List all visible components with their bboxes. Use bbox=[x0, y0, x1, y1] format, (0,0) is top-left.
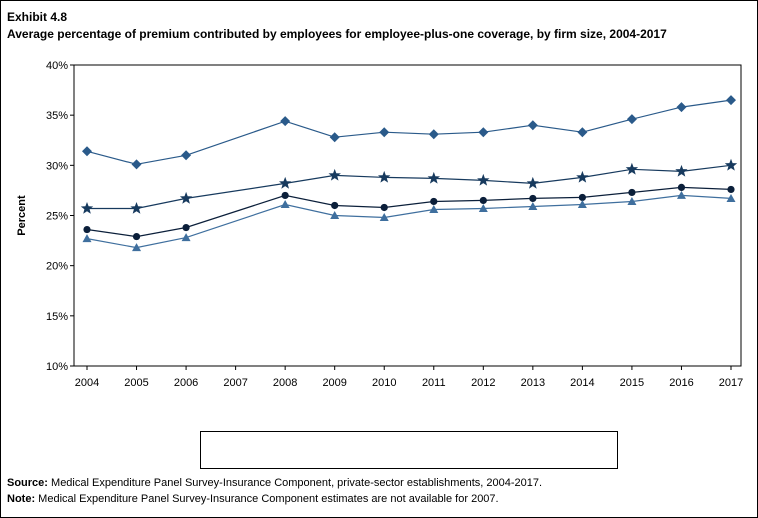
x-tick-label: 2007 bbox=[223, 377, 247, 389]
data-point bbox=[279, 176, 292, 189]
data-point bbox=[280, 199, 290, 208]
data-point bbox=[331, 201, 339, 210]
data-point bbox=[181, 233, 191, 242]
data-point bbox=[727, 185, 735, 194]
y-tick-label: 35% bbox=[46, 110, 68, 122]
data-point bbox=[528, 201, 538, 210]
note: Note: Medical Expenditure Panel Survey-I… bbox=[7, 493, 499, 505]
y-tick-label: 30% bbox=[46, 160, 68, 172]
y-tick-label: 10% bbox=[46, 361, 68, 373]
data-point bbox=[478, 203, 488, 212]
data-point bbox=[527, 120, 538, 131]
source-note: Source: Medical Expenditure Panel Survey… bbox=[7, 477, 542, 489]
y-tick-label: 15% bbox=[46, 311, 68, 323]
data-point bbox=[330, 211, 340, 219]
data-point bbox=[676, 102, 687, 113]
data-point bbox=[675, 164, 688, 177]
series-3 bbox=[82, 190, 736, 252]
x-tick-label: 2013 bbox=[521, 377, 545, 389]
x-tick-label: 2014 bbox=[570, 377, 594, 389]
data-point bbox=[378, 170, 391, 183]
y-tick-label: 25% bbox=[46, 211, 68, 223]
data-point bbox=[430, 197, 438, 206]
x-tick-label: 2016 bbox=[669, 377, 693, 389]
chart-title: Average percentage of premium contribute… bbox=[7, 27, 667, 41]
data-point bbox=[428, 129, 439, 140]
note-label: Note: bbox=[7, 493, 36, 505]
data-point bbox=[628, 188, 636, 197]
data-point bbox=[380, 203, 388, 212]
data-point bbox=[526, 176, 539, 189]
data-point bbox=[577, 127, 588, 138]
note-text: Medical Expenditure Panel Survey-Insuran… bbox=[38, 493, 499, 505]
series-0 bbox=[83, 183, 735, 241]
data-point bbox=[132, 232, 141, 241]
axes: 10% 15% 20% 25% 30% 35% 40% 2004 2005 2006 2007 200… bbox=[16, 60, 743, 389]
data-point bbox=[429, 204, 439, 213]
data-point bbox=[577, 199, 587, 208]
data-point bbox=[479, 196, 487, 205]
data-point bbox=[726, 95, 736, 106]
data-point bbox=[726, 193, 736, 202]
data-point bbox=[478, 127, 489, 138]
data-point bbox=[132, 243, 142, 252]
source-label: Source: bbox=[7, 477, 48, 489]
source-text: Medical Expenditure Panel Survey-Insuran… bbox=[51, 477, 543, 489]
x-tick-label: 2011 bbox=[422, 377, 446, 389]
data-point bbox=[677, 183, 686, 192]
data-point bbox=[625, 162, 639, 175]
data-point bbox=[82, 146, 92, 157]
data-point bbox=[182, 223, 190, 232]
data-point bbox=[578, 193, 586, 202]
data-point bbox=[477, 173, 490, 186]
data-point bbox=[379, 127, 390, 138]
data-point bbox=[181, 150, 192, 161]
data-point bbox=[627, 196, 637, 205]
x-tick-label: 2005 bbox=[124, 377, 148, 389]
data-point bbox=[179, 191, 193, 204]
y-tick-label: 20% bbox=[46, 261, 68, 273]
data-point bbox=[379, 213, 389, 222]
x-tick-label: 2012 bbox=[471, 377, 495, 389]
series-group bbox=[80, 95, 738, 252]
x-tick-label: 2008 bbox=[273, 377, 297, 389]
data-point bbox=[676, 190, 686, 199]
x-tick-label: 2009 bbox=[322, 377, 346, 389]
series-2 bbox=[82, 95, 736, 170]
plot-area-frame bbox=[73, 64, 742, 367]
data-point bbox=[130, 202, 143, 214]
y-tick-label: 40% bbox=[46, 60, 68, 72]
data-point bbox=[82, 234, 92, 243]
data-point bbox=[131, 159, 142, 170]
data-point bbox=[280, 116, 291, 127]
legend bbox=[200, 431, 618, 469]
x-tick-label: 2015 bbox=[620, 377, 644, 389]
x-tick-label: 2006 bbox=[174, 377, 198, 389]
y-axis-label: Percent bbox=[16, 195, 28, 236]
data-point bbox=[724, 158, 738, 171]
data-point bbox=[281, 191, 289, 200]
x-tick-label: 2010 bbox=[372, 377, 396, 389]
x-tick-label: 2017 bbox=[719, 377, 743, 389]
data-point bbox=[626, 114, 637, 125]
data-point bbox=[328, 168, 341, 181]
series-1 bbox=[80, 158, 738, 214]
data-point bbox=[329, 132, 340, 143]
data-point bbox=[80, 202, 94, 214]
exhibit-label: Exhibit 4.8 bbox=[7, 10, 68, 24]
data-point bbox=[427, 171, 440, 184]
data-point bbox=[529, 194, 537, 203]
data-point bbox=[576, 170, 589, 183]
data-point bbox=[83, 225, 91, 234]
x-tick-label: 2004 bbox=[75, 377, 99, 389]
